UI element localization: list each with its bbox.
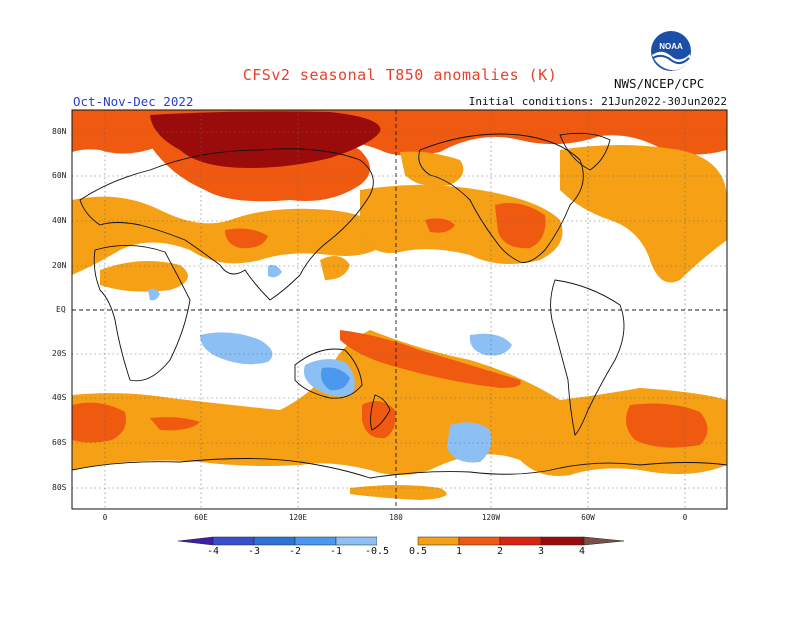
lat-label: 60N [52,171,67,180]
warm-antarctic-strip [350,485,447,500]
colorbar-swatch-4-5 [581,536,585,546]
coast-africa [93,245,191,382]
lon-label: 180 [389,513,403,522]
colorbar-swatch-3-4 [540,536,583,546]
lon-label: 60W [581,513,595,522]
warm-c-pacific [320,256,350,280]
coast-nz [370,394,391,431]
colorbar-swatch-05-1 [417,536,460,546]
lat-label: 80N [52,127,67,136]
colorbar-swatch-2-1 [294,536,337,546]
lat-label: 40S [52,393,67,402]
colorbar [177,536,625,546]
warm-south-band [72,330,727,476]
colorbar-label: 1 [455,546,463,557]
colorbar-swatch-1-2 [458,536,501,546]
lat-label: 20N [52,261,67,270]
warm-s-indian-red [72,402,127,443]
initial-conditions: Initial conditions: 21Jun2022-30Jun2022 [468,95,727,108]
colorbar-swatch-1-05 [335,536,378,546]
colorbar-swatch-lt-4 [177,536,214,546]
warm-s-indian-red2 [150,417,200,431]
warm-n-africa [100,261,188,292]
forecast-period: Oct-Nov-Dec 2022 [73,94,194,109]
warm-us-red [495,202,546,249]
warm-india-red [225,228,268,249]
lon-label: 120E [288,513,308,522]
lon-label: 120W [481,513,501,522]
coastlines [72,132,727,479]
lat-label: 60S [52,438,67,447]
reference-lines [72,110,727,509]
warm-nz-red [362,401,396,439]
graticule [72,110,727,509]
coast-s-america [550,279,625,436]
colorbar-label: 4 [578,546,586,557]
lat-label: 80S [52,483,67,492]
warm-pacific-red [425,218,455,233]
cold-africa [148,288,160,301]
colorbar-label: 0.5 [408,546,428,557]
coast-n-america [418,133,584,263]
colorbar-swatch-4-3 [212,536,255,546]
lon-label: 60E [194,513,208,522]
noaa-logo: NOAA [651,31,691,71]
colorbar-label: 3 [537,546,545,557]
map-title: CFSv2 seasonal T850 anomalies (K) [242,66,558,84]
warm-n-atlantic [560,145,727,283]
colorbar-label: -4 [206,546,220,557]
colorbar-swatch-2-3 [499,536,542,546]
colorbar-label: -3 [247,546,261,557]
svg-text:NOAA: NOAA [659,42,683,51]
lon-label: 0 [682,513,688,522]
colorbar-label: -1 [329,546,343,557]
colorbar-swatch-gt-4 [583,536,625,546]
warm-spcz-red [340,330,521,388]
warm-s-atlantic-red [626,403,708,448]
cold-s-pacific-2 [447,422,492,463]
cold-china [268,264,282,278]
cold-australia-core [321,367,350,391]
lon-label: 0 [102,513,108,522]
coast-antarctica [72,458,727,479]
lat-label: EQ [56,305,66,314]
colorbar-swatch-neutral [377,537,418,545]
warm-alaska [400,151,464,187]
cold-s-indian [200,332,273,365]
colorbar-label: -2 [288,546,302,557]
agency-label: NWS/NCEP/CPC [614,76,705,91]
lat-label: 20S [52,349,67,358]
coast-greenland [559,132,611,171]
colorbar-label: 2 [496,546,504,557]
lat-label: 40N [52,216,67,225]
map-border [71,109,728,510]
colorbar-swatch-3-2 [253,536,296,546]
anomaly-field [72,110,727,500]
coast-australia [294,348,363,399]
colorbar-label: -0.5 [364,546,390,557]
